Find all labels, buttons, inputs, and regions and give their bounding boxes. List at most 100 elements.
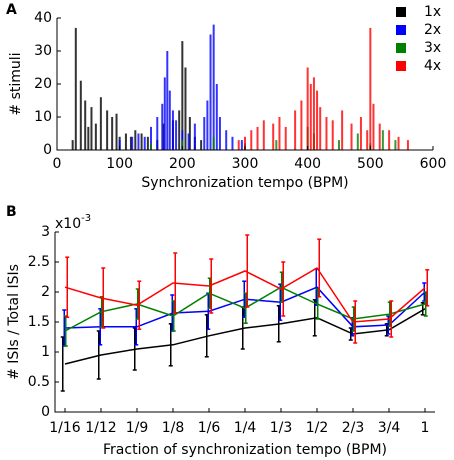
bar [140,133,143,150]
bar [166,51,169,150]
x-tick-label: 1/9 [126,420,149,436]
bar [118,140,121,150]
bar [240,140,243,150]
bar [309,84,312,150]
x-tick-label: 2/3 [342,420,365,436]
bar [394,140,397,150]
bar [200,140,203,150]
y-tick-label: 0 [41,404,50,420]
panel-label: B [6,204,17,220]
bar [378,123,381,150]
bar [325,117,328,150]
bar [306,67,309,150]
y-tick-label: 1 [41,344,50,360]
bar [284,126,287,150]
series-line [64,286,426,332]
bar [163,77,166,150]
bar [237,140,240,150]
bar [90,107,93,150]
y-tick-label: 1.5 [28,314,50,330]
bar [212,24,215,151]
series-line [64,308,426,365]
x-tick-label: 100 [106,156,133,172]
bar [162,123,165,150]
legend-swatch [396,7,406,17]
bar [338,140,340,150]
y-tick-label: 40 [34,10,52,26]
y-tick-label: 20 [34,76,52,92]
bar [359,117,362,150]
bar [94,123,97,150]
bar [137,133,140,150]
legend-swatch [396,25,406,35]
bar [278,117,281,150]
bar [124,133,127,150]
bar [131,136,134,150]
bar [175,120,178,150]
y-tick-label: 0.5 [28,374,50,390]
bar [350,123,353,150]
bar [369,27,372,150]
bar [275,140,278,150]
x-axis-label: Synchronization tempo (BPM) [141,175,348,191]
bar [184,67,187,150]
bar [99,97,102,150]
bar [156,117,159,150]
bar [406,140,409,150]
bar [300,100,303,150]
legend-label: 2x [424,22,441,38]
bar [366,130,369,150]
x-tick-label: 200 [169,156,196,172]
bar [397,136,400,150]
multiplier-exponent: -3 [81,213,91,224]
x-tick-label: 400 [294,156,321,172]
bar [244,136,246,150]
bar [316,90,319,150]
bar [225,130,228,150]
y-tick-label: 0 [43,142,52,158]
bar [171,110,174,150]
y-tick-label: 2 [41,284,50,300]
x-tick-label: 600 [420,156,447,172]
bar [146,136,149,150]
bar [143,136,146,150]
bar [150,143,152,150]
bar [262,120,265,150]
bar [106,110,109,150]
bar [209,34,212,150]
bar [161,103,164,150]
x-tick-label: 1/16 [49,420,81,436]
x-tick-label: 1/3 [270,420,293,436]
x-tick-label: 1/4 [234,420,257,436]
x-tick-label: 0 [53,156,62,172]
legend-label: 3x [424,40,441,56]
bar [212,136,215,150]
bar [168,90,171,150]
axes [54,232,435,413]
multiplier-base: x10 [55,216,81,232]
legend-swatch [396,61,406,71]
axis-multiplier: x10-3 [55,213,91,232]
x-tick-label: 1/12 [85,420,116,436]
bar [181,41,184,150]
bar [79,80,82,150]
bar [272,123,275,150]
bar [388,130,391,150]
x-tick-label: 1 [421,420,430,436]
bar [250,130,253,150]
bar [74,27,77,150]
series-line [64,266,426,323]
bar [381,130,384,150]
x-tick-label: 500 [357,156,384,172]
bar [203,117,206,150]
bar [215,84,218,150]
bar [312,77,315,150]
y-tick-label: 2.5 [28,254,50,270]
x-tick-label: 1/2 [306,420,329,436]
bar [87,126,90,150]
bar [294,110,297,150]
bar [181,140,184,150]
x-tick-label: 1/8 [162,420,185,436]
bar [187,133,190,150]
